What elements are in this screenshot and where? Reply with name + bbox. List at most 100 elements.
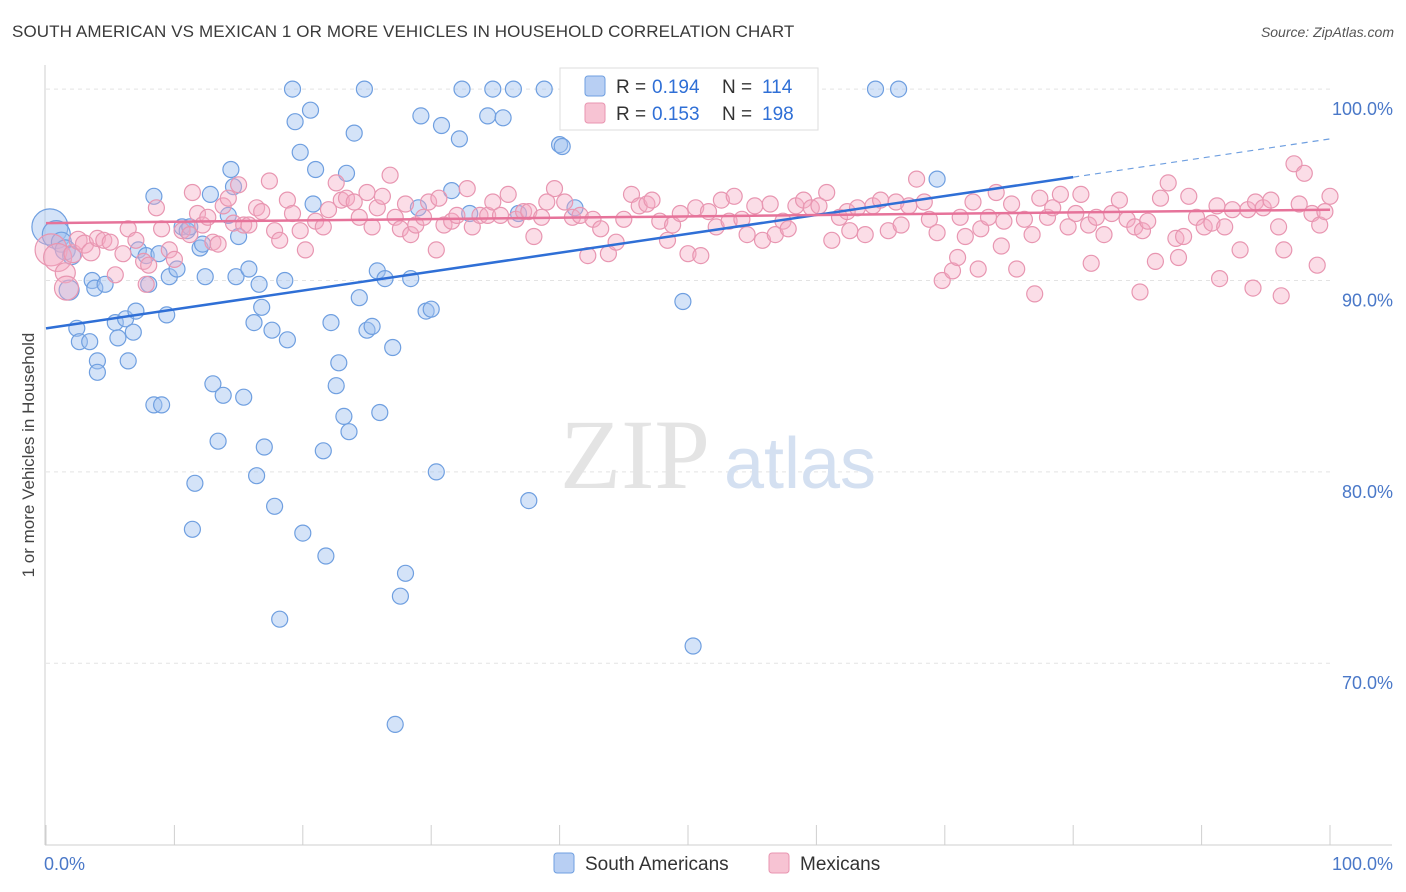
point-south-americans xyxy=(504,80,523,98)
point-mexicans xyxy=(1275,241,1293,259)
point-mexicans xyxy=(53,275,80,301)
stats-swatch-pink xyxy=(584,102,606,124)
series-south-americans xyxy=(31,80,946,734)
point-mexicans xyxy=(956,227,974,246)
point-mexicans xyxy=(1269,218,1288,236)
y-tick-label: 80.0% xyxy=(1342,482,1393,502)
point-mexicans xyxy=(1139,212,1157,230)
point-south-americans xyxy=(201,185,219,203)
point-mexicans xyxy=(1244,279,1262,297)
point-mexicans xyxy=(101,233,119,251)
watermark: ZIP atlas xyxy=(560,399,876,510)
legend-swatch-south-americans xyxy=(553,852,575,874)
point-mexicans xyxy=(499,185,517,203)
point-south-americans xyxy=(340,423,358,441)
stats-r-label-pink: R = xyxy=(616,104,646,125)
point-mexicans xyxy=(1015,210,1034,228)
point-mexicans xyxy=(427,241,445,259)
point-mexicans xyxy=(818,183,836,202)
point-south-americans xyxy=(314,442,332,460)
point-south-americans xyxy=(391,587,409,605)
point-south-americans xyxy=(222,160,240,179)
point-mexicans xyxy=(95,231,113,249)
point-mexicans xyxy=(183,183,201,202)
point-mexicans xyxy=(373,187,391,205)
point-mexicans xyxy=(402,226,420,244)
point-mexicans xyxy=(1026,285,1044,303)
point-mexicans xyxy=(545,180,564,198)
point-south-americans xyxy=(371,403,389,422)
point-south-americans xyxy=(240,260,258,278)
point-south-americans xyxy=(86,279,104,297)
point-mexicans xyxy=(350,208,368,226)
chart-title: SOUTH AMERICAN VS MEXICAN 1 OR MORE VEHI… xyxy=(12,22,795,41)
point-mexicans xyxy=(1272,287,1290,305)
point-mexicans xyxy=(484,193,502,211)
point-mexicans xyxy=(381,166,399,184)
point-south-americans xyxy=(286,113,304,131)
point-mexicans xyxy=(147,199,165,217)
point-mexicans xyxy=(1008,260,1026,278)
point-south-americans xyxy=(88,363,107,381)
stats-swatch-blue xyxy=(584,75,606,97)
point-south-americans xyxy=(168,260,186,278)
point-mexicans xyxy=(1262,191,1280,209)
point-mexicans xyxy=(1103,204,1121,223)
point-mexicans xyxy=(199,208,217,226)
point-mexicans xyxy=(219,189,237,207)
point-mexicans xyxy=(253,203,271,221)
point-mexicans xyxy=(127,231,145,249)
point-mexicans xyxy=(140,256,158,274)
point-mexicans xyxy=(1051,185,1070,203)
point-mexicans xyxy=(525,227,543,246)
gridlines xyxy=(46,88,1330,664)
point-mexicans xyxy=(969,260,987,278)
point-south-americans xyxy=(484,80,502,98)
point-south-americans xyxy=(209,432,227,450)
point-south-americans xyxy=(183,520,201,538)
point-south-americans xyxy=(248,467,266,485)
point-south-americans xyxy=(928,170,946,188)
point-south-americans xyxy=(186,474,204,492)
legend: South Americans Mexicans xyxy=(553,852,880,875)
point-mexicans xyxy=(153,220,171,238)
point-south-americans xyxy=(350,289,368,307)
point-south-americans xyxy=(674,292,692,311)
point-mexicans xyxy=(1159,174,1177,192)
point-south-americans xyxy=(109,329,127,347)
point-south-americans xyxy=(153,396,171,414)
point-south-americans xyxy=(245,314,263,332)
point-south-americans xyxy=(450,130,468,148)
point-mexicans xyxy=(1002,195,1021,213)
point-mexicans xyxy=(106,266,124,284)
point-south-americans xyxy=(235,388,253,406)
point-mexicans xyxy=(283,204,302,223)
point-mexicans xyxy=(458,180,476,198)
point-mexicans xyxy=(1095,226,1113,244)
point-mexicans xyxy=(1180,187,1198,205)
point-mexicans xyxy=(430,189,448,207)
point-south-americans xyxy=(427,463,445,481)
point-mexicans xyxy=(271,231,289,249)
point-mexicans xyxy=(964,193,982,211)
point-mexicans xyxy=(345,193,363,211)
x-tick-label: 0.0% xyxy=(44,854,85,874)
point-south-americans xyxy=(335,407,353,425)
point-south-americans xyxy=(535,80,553,98)
point-south-americans xyxy=(124,323,142,341)
point-mexicans xyxy=(1308,256,1326,274)
point-mexicans xyxy=(712,191,731,209)
point-south-americans xyxy=(384,338,402,357)
point-mexicans xyxy=(779,220,797,238)
point-south-americans xyxy=(453,80,471,98)
point-mexicans xyxy=(979,208,998,226)
point-south-americans xyxy=(204,375,222,393)
point-mexicans xyxy=(396,195,415,213)
point-south-americans xyxy=(317,547,335,565)
point-mexicans xyxy=(363,218,381,236)
y-tick-label: 90.0% xyxy=(1342,290,1393,310)
point-mexicans xyxy=(538,193,556,211)
stats-r-value-blue: 0.194 xyxy=(652,77,700,98)
point-mexicans xyxy=(1151,189,1170,207)
